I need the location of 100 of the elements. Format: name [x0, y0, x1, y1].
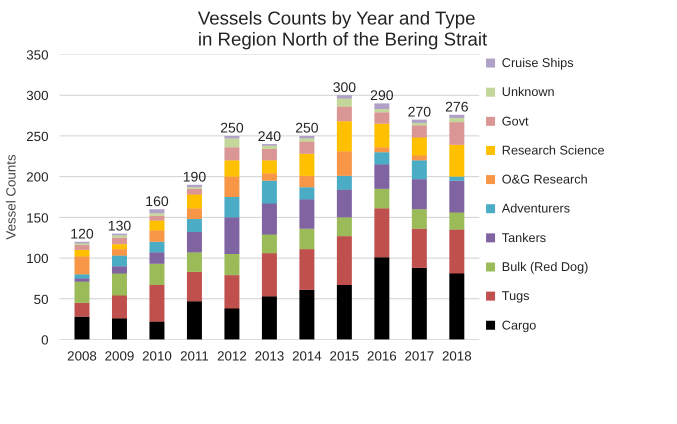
total-label: 270 [408, 103, 432, 120]
bar [336, 176, 352, 190]
bar [224, 160, 240, 177]
bar [112, 318, 127, 340]
bar [149, 242, 164, 252]
legend-label: Cargo [502, 318, 536, 332]
bar [412, 209, 427, 229]
bar [186, 208, 202, 219]
total-label: 276 [445, 98, 469, 114]
bar [374, 188, 390, 208]
total-label: 120 [70, 226, 94, 242]
bar [412, 122, 427, 126]
y-tick-label: 250 [26, 128, 49, 144]
bar [449, 274, 464, 340]
bar [336, 95, 352, 98]
bar [149, 216, 164, 221]
bar [74, 245, 90, 250]
bar [262, 148, 277, 160]
chart-title: Vessels Counts by Year and Type in Region North of the Bering Strait [198, 8, 488, 50]
bar [374, 147, 390, 152]
bar [149, 252, 164, 264]
bar [336, 106, 352, 122]
legend-label: O&G Research [502, 172, 588, 187]
total-label: 130 [108, 217, 132, 234]
y-tick-label: 100 [26, 251, 49, 266]
bar [412, 138, 427, 156]
total-label: 160 [145, 192, 169, 209]
bar [224, 147, 240, 160]
bar [224, 275, 240, 309]
bar [449, 114, 464, 118]
total-label: 250 [220, 120, 244, 136]
bar [299, 138, 314, 142]
bar [112, 266, 127, 274]
bar [186, 252, 202, 272]
x-tick-label: 2012 [217, 348, 247, 364]
bar [336, 98, 352, 107]
bar [149, 220, 164, 230]
bar [149, 284, 164, 322]
bar [149, 264, 164, 285]
x-tick-label: 2008 [67, 348, 97, 364]
bar [412, 160, 427, 180]
bar [336, 217, 352, 236]
bar [449, 122, 464, 145]
legend-label: Adventurers [502, 202, 570, 216]
bar [374, 164, 390, 189]
y-tick-label: 0 [41, 332, 49, 348]
bar [262, 173, 277, 181]
legend-label: Research Science [502, 143, 605, 158]
bar [374, 109, 390, 112]
bar [449, 144, 464, 177]
bar [299, 199, 314, 229]
x-tick-label: 2017 [404, 348, 434, 364]
bar [299, 290, 314, 340]
bar [186, 194, 202, 208]
bar [374, 152, 390, 164]
bar [449, 212, 464, 230]
bar [112, 296, 127, 318]
y-tick-label: 200 [26, 170, 49, 185]
bar [374, 208, 390, 258]
bar [224, 197, 240, 218]
bar [336, 284, 352, 340]
bar [262, 146, 277, 149]
bar [262, 180, 277, 204]
bar [262, 253, 277, 296]
bar [299, 154, 314, 176]
bar [74, 278, 90, 282]
bar [224, 136, 240, 138]
bar [74, 250, 90, 256]
legend-label: Govt [502, 114, 530, 128]
bar [224, 217, 240, 254]
x-tick-label: 2011 [180, 348, 209, 364]
bar [299, 142, 314, 154]
bar [336, 151, 352, 176]
total-label: 300 [332, 78, 356, 95]
bar [262, 234, 277, 254]
x-tick-label: 2009 [104, 348, 134, 364]
bar [224, 308, 240, 340]
x-tick-label: 2014 [292, 348, 322, 364]
x-tick-label: 2013 [254, 348, 284, 364]
bar [299, 176, 314, 188]
bar [112, 274, 127, 296]
bar [449, 176, 464, 181]
bar [112, 238, 127, 244]
x-tick-label: 2016 [367, 348, 397, 364]
x-tick-label: 2015 [330, 348, 360, 364]
bar [149, 230, 164, 242]
y-axis-title: Vessel Counts [3, 154, 18, 240]
bar [74, 302, 90, 317]
bar [374, 124, 390, 148]
bar [224, 138, 240, 148]
x-tick-label: 2018 [442, 348, 472, 364]
bar [74, 274, 90, 278]
legend-label: Unknown [502, 85, 555, 100]
bar [412, 179, 427, 210]
bar [374, 103, 390, 110]
bar [149, 209, 164, 214]
bar [336, 190, 352, 218]
bar [449, 180, 464, 212]
bar [186, 188, 202, 195]
bar [336, 121, 352, 152]
